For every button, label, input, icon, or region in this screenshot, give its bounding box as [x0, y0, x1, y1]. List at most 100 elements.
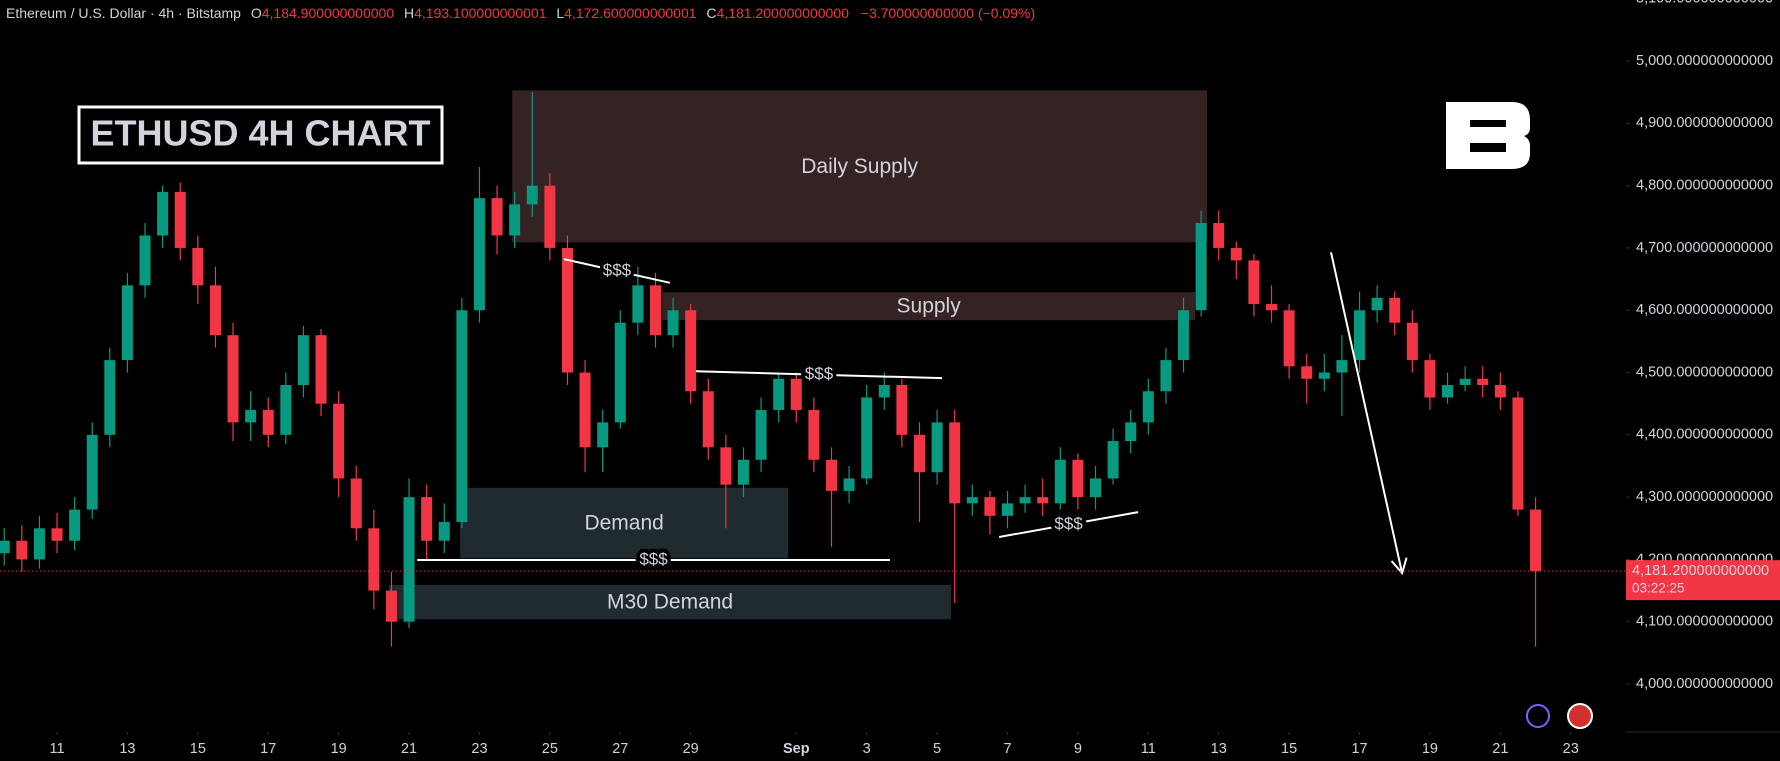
candle-body: [685, 310, 697, 392]
zone-label: Supply: [897, 295, 962, 318]
candle-body: [755, 409, 767, 460]
candle-body: [861, 397, 873, 479]
candle-body: [1318, 372, 1330, 379]
candle-body: [984, 497, 996, 516]
candle-body: [1530, 509, 1542, 572]
change: −3.700000000000 (−0.09%): [860, 5, 1036, 21]
candle-body: [1001, 503, 1013, 516]
candle-body: [1424, 360, 1436, 398]
x-tick-label: 13: [1211, 741, 1227, 757]
x-tick-label: 15: [190, 741, 206, 757]
y-tick-label: 4,000.000000000000: [1636, 676, 1773, 692]
candle-body: [315, 335, 327, 404]
liquidity-line: [563, 258, 671, 284]
candle-body: [632, 285, 644, 323]
y-tick-label: 4,700.000000000000: [1636, 240, 1773, 256]
y-tick-label: 5,000.000000000000: [1636, 53, 1773, 69]
x-tick-label: 5: [933, 741, 941, 757]
x-tick-label: 25: [542, 741, 558, 757]
candle-body: [1301, 366, 1313, 379]
ohlc-value: 4,181.200000000000: [716, 5, 849, 21]
x-tick-label: 21: [1492, 741, 1508, 757]
candle-body: [773, 378, 785, 410]
y-tick-label: 4,500.000000000000: [1636, 364, 1773, 380]
candle-body: [227, 335, 239, 423]
candle-body: [209, 285, 221, 336]
candle-body: [825, 459, 837, 491]
candle-body: [1442, 385, 1454, 398]
x-tick-label: 19: [331, 741, 347, 757]
candle-body: [579, 372, 591, 448]
candle-body: [720, 447, 732, 485]
candle-body: [438, 522, 450, 541]
candle-body: [1213, 223, 1225, 248]
candle-body: [1125, 422, 1137, 442]
x-tick-label: 23: [1563, 741, 1579, 757]
x-tick-label: 21: [401, 741, 417, 757]
x-tick-label: 19: [1422, 741, 1438, 757]
candle-body: [843, 478, 855, 491]
x-tick-label: 3: [863, 741, 871, 757]
candle-body: [1160, 360, 1172, 392]
candle-body: [1142, 391, 1154, 423]
symbol: Ethereum / U.S. Dollar · 4h · Bitstamp: [6, 5, 241, 21]
icon[interactable]: [1526, 704, 1550, 728]
x-tick-label: 11: [49, 741, 64, 757]
zone: [512, 90, 1208, 243]
candle-body: [1107, 441, 1119, 479]
candle-body: [174, 191, 186, 248]
candle-body: [878, 385, 890, 398]
candle-body: [1389, 297, 1401, 323]
candle-body: [614, 322, 626, 423]
candle-body: [1494, 385, 1506, 398]
candle-body: [280, 385, 292, 435]
y-tick-label: 5,100.000000000000: [1636, 0, 1773, 7]
x-tick-label: 7: [1003, 741, 1011, 757]
x-tick-label: 17: [260, 741, 276, 757]
ohlc-value: 4,172.600000000001: [564, 5, 697, 21]
candle-body: [1230, 247, 1242, 261]
candle-body: [702, 391, 714, 448]
ohlc-key: L: [556, 5, 565, 21]
y-tick-label: 4,800.000000000000: [1636, 177, 1773, 193]
candle-body: [33, 528, 45, 560]
candle-body: [157, 191, 169, 236]
candle-body: [1037, 497, 1049, 504]
liquidity-label: $$$: [805, 364, 834, 383]
candle-body: [121, 285, 133, 361]
flag-icon[interactable]: [1567, 703, 1593, 729]
candle-body: [561, 247, 573, 373]
candle-body: [51, 528, 63, 541]
candle-body: [1354, 310, 1366, 361]
x-tick-label: 29: [683, 741, 699, 757]
liquidity-label: $$$: [639, 550, 668, 569]
candle-body: [350, 478, 362, 529]
candle-body: [456, 310, 468, 523]
candle-body: [808, 409, 820, 460]
candle-body: [333, 403, 345, 479]
logo-b: [1446, 102, 1530, 169]
logo: [1446, 102, 1530, 169]
candle-body: [1512, 397, 1524, 510]
liquidity-line: [998, 511, 1139, 538]
candle-body: [297, 335, 309, 386]
y-tick-label: 4,300.000000000000: [1636, 489, 1773, 505]
x-tick-label: 11: [1141, 741, 1156, 757]
candle-body: [403, 497, 415, 622]
candle-body: [1072, 459, 1084, 498]
candle-body: [931, 422, 943, 473]
candle-body: [16, 540, 28, 560]
candle-body: [544, 185, 556, 248]
price-tag: [1626, 560, 1780, 601]
candle-body: [139, 235, 151, 286]
candle-body: [667, 310, 679, 336]
arrow-line: [1330, 252, 1404, 574]
candle-body: [1019, 497, 1031, 504]
candle-body: [473, 198, 485, 311]
candle-body: [526, 185, 538, 205]
candle-body: [1371, 297, 1383, 311]
candle-body: [597, 422, 609, 448]
ohlc-value: 4,193.100000000001: [414, 5, 547, 21]
